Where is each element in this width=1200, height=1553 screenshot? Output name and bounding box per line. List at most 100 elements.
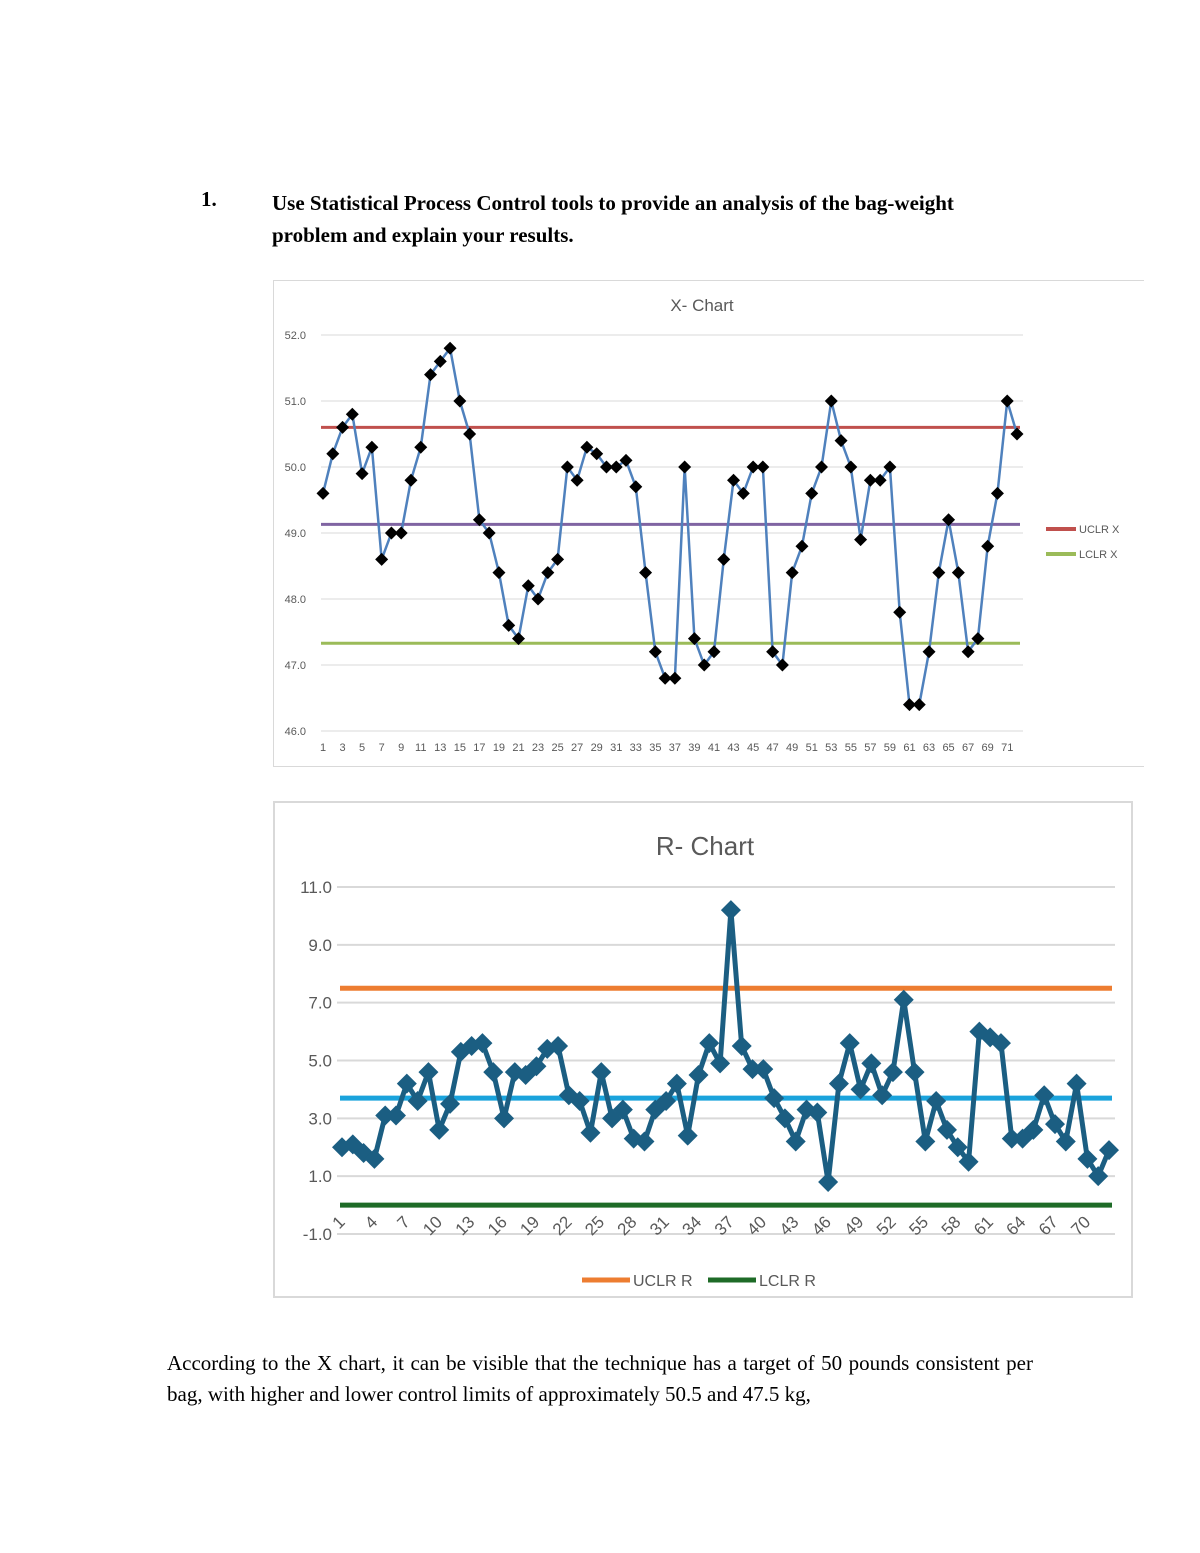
x-tick-label: 70 xyxy=(1067,1212,1094,1239)
data-point-marker xyxy=(429,1119,450,1140)
x-tick-label: 19 xyxy=(493,742,505,754)
data-point-marker xyxy=(342,1134,363,1155)
x-tick-label: 34 xyxy=(679,1212,706,1239)
data-point-marker xyxy=(720,900,741,921)
y-tick-label: 3.0 xyxy=(308,1109,332,1128)
data-point-marker xyxy=(612,1099,633,1120)
data-point-marker xyxy=(1023,1119,1044,1140)
data-point-marker xyxy=(1044,1114,1065,1135)
data-point-marker xyxy=(570,473,584,487)
y-tick-label: 9.0 xyxy=(308,936,332,955)
x-chart: X- Chart 46.0 47.0 48.0 49.0 50.0 51.0 52.0 1 3 5 7… xyxy=(273,280,1144,767)
data-series-line xyxy=(321,346,1019,706)
y-tick-label: 1.0 xyxy=(308,1167,332,1186)
x-tick-label: 52 xyxy=(873,1212,900,1239)
x-tick-label: 71 xyxy=(1001,742,1013,754)
y-tick-label: 11.0 xyxy=(300,878,332,897)
analysis-paragraph: According to the X chart, it can be visi… xyxy=(167,1351,1033,1406)
x-tick-label: 25 xyxy=(581,1212,608,1239)
x-tick-label: 7 xyxy=(379,742,385,754)
data-point-marker xyxy=(591,1062,612,1083)
x-tick-label: 22 xyxy=(549,1212,576,1239)
y-tick-label: 51.0 xyxy=(285,396,306,408)
data-point-marker xyxy=(443,341,457,355)
data-point-marker xyxy=(619,453,633,467)
x-tick-label: 43 xyxy=(727,742,739,754)
x-tick-label: 45 xyxy=(747,742,759,754)
data-point-marker xyxy=(883,460,897,474)
question-number: 1. xyxy=(201,187,217,211)
data-point-marker xyxy=(450,1041,471,1062)
x-tick-label: 31 xyxy=(610,742,622,754)
data-point-marker xyxy=(785,566,799,580)
data-point-marker xyxy=(677,1125,698,1146)
x-tick-label: 51 xyxy=(806,742,818,754)
x-tick-label: 65 xyxy=(942,742,954,754)
data-point-marker xyxy=(882,1062,903,1083)
x-tick-label: 3 xyxy=(339,742,345,754)
y-tick-label: 49.0 xyxy=(285,528,306,540)
y-tick-label: 5.0 xyxy=(308,1051,332,1070)
data-point-marker xyxy=(902,698,916,712)
x-tick-label: 39 xyxy=(688,742,700,754)
data-point-marker xyxy=(893,989,914,1010)
data-point-marker xyxy=(541,566,555,580)
x-tick-label: 21 xyxy=(512,742,524,754)
data-point-marker xyxy=(687,632,701,646)
data-point-marker xyxy=(990,1033,1011,1054)
data-point-marker xyxy=(407,1090,428,1111)
data-point-marker xyxy=(775,658,789,672)
data-point-marker xyxy=(915,1131,936,1152)
data-point-marker xyxy=(805,486,819,500)
data-point-marker xyxy=(404,473,418,487)
data-point-marker xyxy=(482,526,496,540)
x-tick-label: 64 xyxy=(1003,1212,1030,1239)
data-point-marker xyxy=(844,460,858,474)
x-tick-label: 25 xyxy=(551,742,563,754)
x-tick-label: 58 xyxy=(938,1212,965,1239)
data-point-marker xyxy=(1077,1148,1098,1169)
x-tick-label: 35 xyxy=(649,742,661,754)
legend-label: UCLR X xyxy=(1079,524,1120,536)
chart-title: X- Chart xyxy=(670,296,734,315)
data-point-marker xyxy=(756,460,770,474)
x-tick-label: 69 xyxy=(982,742,994,754)
data-point-marker xyxy=(433,354,447,368)
data-point-marker xyxy=(580,440,594,454)
x-tick-label: 61 xyxy=(970,1212,997,1239)
data-point-marker xyxy=(828,1073,849,1094)
data-point-marker xyxy=(990,486,1004,500)
x-tick-label: 28 xyxy=(614,1212,641,1239)
data-point-marker xyxy=(942,513,956,527)
data-point-marker xyxy=(569,1090,590,1111)
data-point-marker xyxy=(1099,1140,1119,1161)
data-point-marker xyxy=(648,645,662,659)
data-point-marker xyxy=(688,1064,709,1085)
data-point-marker xyxy=(936,1119,957,1140)
x-tick-label: 9 xyxy=(398,742,404,754)
data-point-marker xyxy=(1010,427,1024,441)
x-tick-label: 49 xyxy=(786,742,798,754)
data-point-marker xyxy=(839,1033,860,1054)
data-point-marker xyxy=(707,645,721,659)
x-tick-label: 49 xyxy=(841,1212,868,1239)
data-point-marker xyxy=(629,480,643,494)
data-point-marker xyxy=(854,533,868,547)
data-point-marker xyxy=(537,1038,558,1059)
data-point-marker xyxy=(710,1053,731,1074)
data-point-marker xyxy=(912,698,926,712)
x-tick-label: 29 xyxy=(591,742,603,754)
data-point-marker xyxy=(1001,1128,1022,1149)
data-point-marker xyxy=(951,566,965,580)
data-point-marker xyxy=(639,566,653,580)
data-point-marker xyxy=(472,1033,493,1054)
x-tick-label: 1 xyxy=(320,742,326,754)
x-tick-label: 55 xyxy=(905,1212,932,1239)
y-tick-label: 50.0 xyxy=(285,462,306,474)
y-tick-label: 52.0 xyxy=(285,330,306,342)
data-point-marker xyxy=(511,632,525,646)
data-point-marker xyxy=(424,368,438,382)
data-point-marker xyxy=(521,579,535,593)
data-point-marker xyxy=(483,1062,504,1083)
data-point-marker xyxy=(932,566,946,580)
